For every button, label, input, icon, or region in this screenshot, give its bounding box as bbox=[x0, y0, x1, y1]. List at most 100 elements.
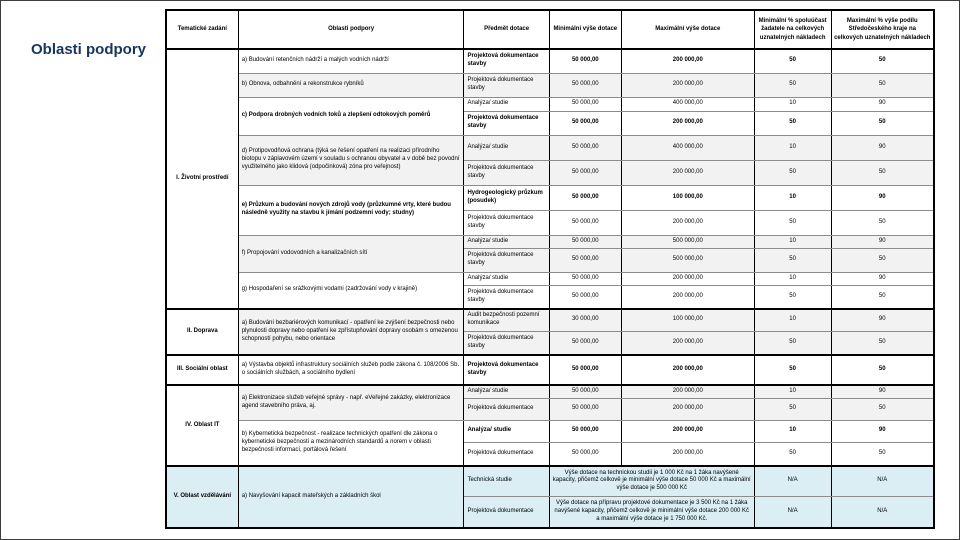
podil-kraje-cell: 50 bbox=[830, 72, 935, 98]
max-dotace-cell: 400 000,00 bbox=[620, 96, 755, 112]
podil-kraje-cell: 50 bbox=[830, 397, 935, 421]
predmet-cell: Analýza/ studie bbox=[463, 271, 550, 286]
spoluucast-cell: 10 bbox=[753, 96, 832, 112]
podil-kraje-cell: 50 bbox=[830, 247, 935, 273]
column-header: Oblasti podpory bbox=[237, 9, 465, 50]
area-label-cell: a) Budování bezbariérových komunikací - … bbox=[237, 308, 465, 356]
max-dotace-cell: 200 000,00 bbox=[620, 159, 755, 186]
column-header: Tematické zadání bbox=[165, 9, 239, 50]
predmet-cell: Projektová dokumentace bbox=[463, 495, 550, 529]
max-dotace-cell: 200 000,00 bbox=[620, 271, 755, 286]
predmet-cell: Projektová dokumentace bbox=[463, 441, 550, 467]
section-label-cell: III. Sociální oblast bbox=[165, 354, 239, 386]
min-dotace-cell: 50 000,00 bbox=[548, 159, 622, 186]
min-dotace-cell: 50 000,00 bbox=[548, 234, 622, 249]
max-dotace-cell: 200 000,00 bbox=[620, 209, 755, 236]
spoluucast-cell: N/A bbox=[753, 465, 832, 497]
podil-kraje-cell: 50 bbox=[830, 209, 935, 236]
spoluucast-cell: 10 bbox=[753, 384, 832, 399]
predmet-cell: Analýza/ studie bbox=[463, 134, 550, 161]
podil-kraje-cell: 50 bbox=[830, 330, 935, 356]
podil-kraje-cell: 50 bbox=[830, 284, 935, 310]
max-dotace-cell: 200 000,00 bbox=[620, 48, 755, 74]
min-dotace-cell: 50 000,00 bbox=[548, 441, 622, 467]
podil-kraje-cell: N/A bbox=[830, 465, 935, 497]
table-row: IV. Oblast IT a) Elektronizace služeb veř… bbox=[165, 384, 935, 467]
table-header: Tematické zadání Oblasti podpory Předmět d… bbox=[165, 9, 935, 50]
area-label-cell: f) Propojování vodovodních a kanalizační… bbox=[237, 234, 465, 273]
table-row: d) Protipovodňová ochrana (týká se řešen… bbox=[166, 134, 935, 186]
table-row: I. Životní prostředí a) Budování retenční… bbox=[165, 48, 935, 310]
table-row: e) Průzkum a budování nových zdrojů vody… bbox=[166, 184, 935, 236]
max-dotace-cell: 100 000,00 bbox=[620, 308, 755, 332]
note-cell: Výše dotace na přípravu projektové dokum… bbox=[548, 495, 755, 529]
min-dotace-cell: 50 000,00 bbox=[548, 397, 622, 421]
support-areas-table: Tematické zadání Oblasti podpory Předmět d… bbox=[165, 9, 935, 529]
table-row: III. Sociální oblast a) Výstavba objektů … bbox=[165, 354, 935, 386]
predmet-cell: Projektová dokumentace stavby bbox=[463, 72, 550, 98]
predmet-cell: Projektová dokumentace stavby bbox=[463, 330, 550, 356]
column-header: Předmět dotace bbox=[463, 9, 550, 50]
max-dotace-cell: 200 000,00 bbox=[620, 330, 755, 356]
min-dotace-cell: 50 000,00 bbox=[548, 209, 622, 236]
podil-kraje-cell: 90 bbox=[830, 419, 935, 443]
area-label-cell: a) Budování retenčních nádrží a malých v… bbox=[237, 48, 465, 74]
page-title: Oblasti podpory bbox=[31, 41, 147, 58]
predmet-cell: Audit bezpečnosti pozemní komunikace bbox=[463, 308, 550, 332]
podil-kraje-cell: 90 bbox=[830, 184, 935, 211]
spoluucast-cell: 50 bbox=[753, 284, 832, 310]
spoluucast-cell: 50 bbox=[753, 397, 832, 421]
note-cell: Výše dotace na technickou studii je 1 00… bbox=[548, 465, 755, 497]
area-label-cell: d) Protipovodňová ochrana (týká se řešen… bbox=[237, 134, 465, 186]
predmet-cell: Analýza/ studie bbox=[463, 419, 550, 443]
max-dotace-cell: 500 000,00 bbox=[620, 234, 755, 249]
area-label-cell: a) Navyšování kapacit mateřských a zákla… bbox=[237, 465, 465, 529]
support-table-container: Tematické zadání Oblasti podpory Předmět d… bbox=[165, 9, 935, 529]
table-row: Projektová dokumentace stavby 50 000,00 20… bbox=[166, 159, 935, 186]
predmet-cell: Projektová dokumentace stavby bbox=[463, 48, 550, 74]
podil-kraje-cell: 50 bbox=[830, 441, 935, 467]
table-row: f) Propojování vodovodních a kanalizační… bbox=[166, 234, 935, 273]
spoluucast-cell: 50 bbox=[753, 48, 832, 74]
predmet-cell: Projektová dokumentace stavby bbox=[463, 209, 550, 236]
max-dotace-cell: 400 000,00 bbox=[620, 134, 755, 161]
predmet-cell: Hydrogeologický průzkum (posudek) bbox=[463, 184, 550, 211]
min-dotace-cell: 50 000,00 bbox=[548, 134, 622, 161]
column-header: Maximální výše dotace bbox=[620, 9, 755, 50]
min-dotace-cell: 50 000,00 bbox=[548, 184, 622, 211]
predmet-cell: Projektová dokumentace stavby bbox=[463, 284, 550, 310]
predmet-cell: Projektová dokumentace stavby bbox=[463, 247, 550, 273]
podil-kraje-cell: 90 bbox=[830, 308, 935, 332]
predmet-cell: Projektová dokumentace stavby bbox=[463, 354, 550, 386]
predmet-cell: Projektová dokumentace stavby bbox=[463, 159, 550, 186]
area-label-cell: e) Průzkum a budování nových zdrojů vody… bbox=[237, 184, 465, 236]
spoluucast-cell: 10 bbox=[753, 271, 832, 286]
section-label-cell: I. Životní prostředí bbox=[165, 48, 239, 310]
spoluucast-cell: N/A bbox=[753, 495, 832, 529]
column-header: Minimální % spoluúčast žadatele na celko… bbox=[753, 9, 832, 50]
spoluucast-cell: 50 bbox=[753, 330, 832, 356]
column-header: Maximální % výše podílu Středočeského kr… bbox=[830, 9, 935, 50]
area-label-cell: c) Podpora drobných vodních toků a zlepš… bbox=[237, 96, 465, 136]
min-dotace-cell: 50 000,00 bbox=[548, 96, 622, 112]
table-row: c) Podpora drobných vodních toků a zlepš… bbox=[166, 96, 935, 136]
min-dotace-cell: 50 000,00 bbox=[548, 330, 622, 356]
min-dotace-cell: 50 000,00 bbox=[548, 48, 622, 74]
podil-kraje-cell: N/A bbox=[830, 495, 935, 529]
table-row: Projektová dokumentace 50 000,00 200 000,0… bbox=[166, 441, 935, 467]
column-header: Minimální výše dotace bbox=[548, 9, 622, 50]
predmet-cell: Projektová dokumentace bbox=[463, 397, 550, 421]
max-dotace-cell: 200 000,00 bbox=[620, 384, 755, 399]
max-dotace-cell: 200 000,00 bbox=[620, 72, 755, 98]
min-dotace-cell: 50 000,00 bbox=[548, 384, 622, 399]
spoluucast-cell: 50 bbox=[753, 110, 832, 136]
spoluucast-cell: 50 bbox=[753, 354, 832, 386]
min-dotace-cell: 50 000,00 bbox=[548, 247, 622, 273]
table-row: b) Obnova, odbahnění a rekonstrukce rybn… bbox=[166, 72, 935, 98]
table-row: Projektová dokumentace stavby 50 000,00 50… bbox=[166, 247, 935, 273]
section-label-cell: V. Oblast vzdělávání bbox=[165, 465, 239, 529]
max-dotace-cell: 200 000,00 bbox=[620, 110, 755, 136]
section-label-cell: IV. Oblast IT bbox=[165, 384, 239, 467]
area-label-cell: b) Obnova, odbahnění a rekonstrukce rybn… bbox=[237, 72, 465, 98]
podil-kraje-cell: 50 bbox=[830, 159, 935, 186]
